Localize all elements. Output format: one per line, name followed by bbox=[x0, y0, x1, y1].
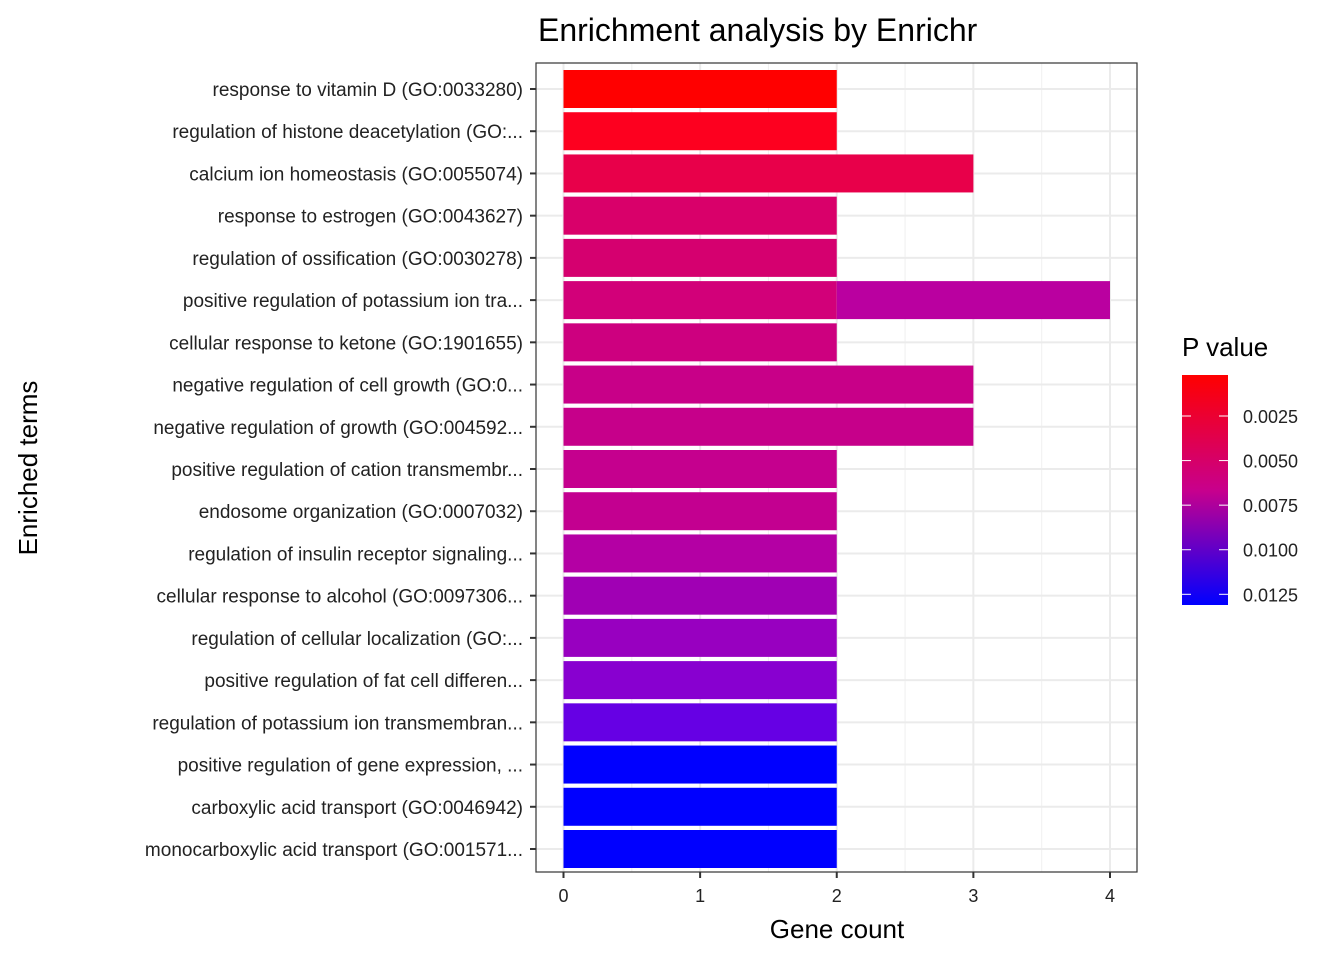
x-tick-label: 0 bbox=[558, 886, 568, 906]
y-tick-label: monocarboxylic acid transport (GO:001571… bbox=[145, 840, 523, 861]
bar bbox=[836, 281, 1110, 320]
y-tick-label: regulation of cellular localization (GO:… bbox=[191, 629, 523, 650]
y-tick-label: positive regulation of gene expression, … bbox=[178, 756, 523, 777]
x-axis-labels: 0 1 2 3 4 bbox=[558, 872, 1115, 906]
y-tick-label: cellular response to alcohol (GO:0097306… bbox=[157, 587, 524, 608]
bar bbox=[563, 787, 837, 826]
bar bbox=[563, 196, 837, 235]
bar bbox=[563, 154, 974, 193]
legend-tick-label: 0.0025 bbox=[1243, 407, 1298, 427]
y-tick-label: regulation of ossification (GO:0030278) bbox=[192, 249, 523, 270]
y-tick-label: positive regulation of cation transmembr… bbox=[171, 460, 523, 481]
bars-group bbox=[563, 70, 1110, 868]
y-tick-label: calcium ion homeostasis (GO:0055074) bbox=[189, 164, 523, 185]
legend-tick-label: 0.0125 bbox=[1243, 585, 1298, 605]
legend: P value 0.0025 0.0050 0.0075 0.0100 0.0125 bbox=[1182, 332, 1298, 605]
legend-tick-label: 0.0100 bbox=[1243, 541, 1298, 561]
bar bbox=[563, 576, 837, 615]
chart-title: Enrichment analysis by Enrichr bbox=[538, 12, 978, 48]
bar bbox=[563, 492, 837, 531]
bar bbox=[563, 618, 837, 657]
bar bbox=[563, 830, 837, 868]
y-axis-labels: response to vitamin D (GO:0033280) regula… bbox=[145, 80, 536, 861]
bar bbox=[563, 534, 837, 573]
x-tick-label: 3 bbox=[968, 886, 978, 906]
y-tick-label: cellular response to ketone (GO:1901655) bbox=[169, 333, 523, 354]
legend-title: P value bbox=[1182, 332, 1268, 362]
bar bbox=[563, 703, 837, 742]
y-tick-label: negative regulation of cell growth (GO:0… bbox=[172, 376, 523, 397]
x-tick-label: 1 bbox=[695, 886, 705, 906]
y-tick-label: response to vitamin D (GO:0033280) bbox=[213, 80, 524, 101]
y-tick-label: response to estrogen (GO:0043627) bbox=[218, 207, 523, 228]
y-tick-label: regulation of histone deacetylation (GO:… bbox=[172, 122, 523, 143]
legend-colorbar bbox=[1182, 375, 1228, 605]
bar bbox=[563, 112, 837, 151]
y-tick-label: endosome organization (GO:0007032) bbox=[199, 502, 523, 523]
y-tick-label: positive regulation of potassium ion tra… bbox=[183, 291, 523, 312]
x-axis-title: Gene count bbox=[770, 914, 905, 944]
bar bbox=[563, 238, 837, 277]
bar bbox=[563, 745, 837, 784]
bar bbox=[563, 323, 837, 362]
bar bbox=[563, 407, 974, 446]
y-tick-label: regulation of potassium ion transmembran… bbox=[152, 713, 523, 734]
bar bbox=[563, 281, 837, 320]
y-axis-title: Enriched terms bbox=[13, 381, 43, 556]
legend-tick-label: 0.0075 bbox=[1243, 496, 1298, 516]
legend-tick-label: 0.0050 bbox=[1243, 452, 1298, 472]
x-tick-label: 4 bbox=[1105, 886, 1115, 906]
y-tick-label: regulation of insulin receptor signaling… bbox=[188, 544, 523, 565]
y-tick-label: carboxylic acid transport (GO:0046942) bbox=[191, 798, 523, 819]
bar bbox=[563, 365, 974, 404]
x-tick-label: 2 bbox=[832, 886, 842, 906]
bar bbox=[563, 70, 837, 108]
bar bbox=[563, 450, 837, 488]
y-tick-label: negative regulation of growth (GO:004592… bbox=[153, 418, 523, 439]
bar bbox=[563, 661, 837, 700]
y-tick-label: positive regulation of fat cell differen… bbox=[204, 671, 523, 692]
